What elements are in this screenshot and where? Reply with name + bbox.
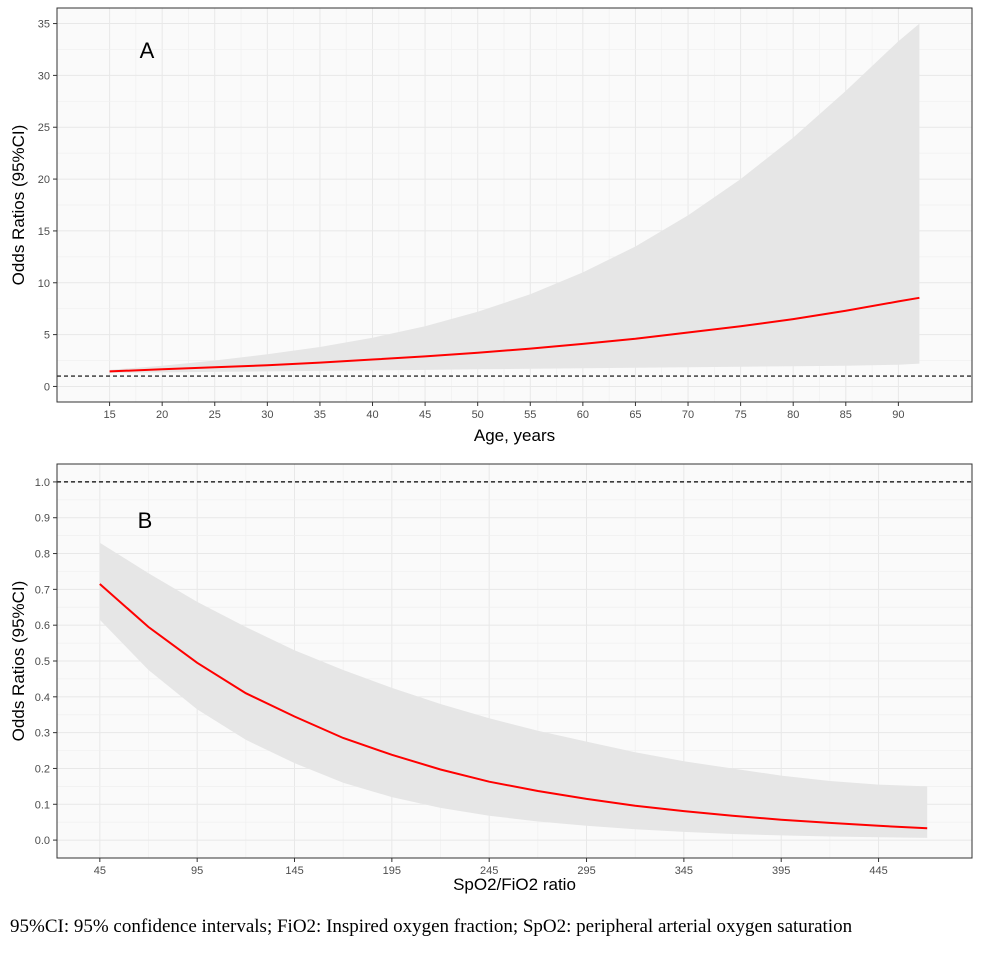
x-tick-label: 80	[787, 409, 799, 421]
confidence-band	[109, 23, 920, 373]
x-tick-label: 15	[103, 409, 115, 421]
y-tick-label: 25	[38, 122, 50, 134]
y-tick-label: 1.0	[35, 477, 50, 489]
x-tick-label: 40	[366, 409, 378, 421]
y-tick-label: 5	[44, 330, 50, 342]
panel-label: B	[138, 508, 153, 533]
y-axis-title: Odds Ratios (95%CI)	[9, 125, 28, 286]
y-tick-label: 10	[38, 278, 50, 290]
x-tick-label: 55	[524, 409, 536, 421]
y-tick-label: 35	[38, 19, 50, 31]
x-tick-label: 195	[383, 865, 401, 877]
x-tick-label: 145	[285, 865, 303, 877]
x-tick-label: 50	[472, 409, 484, 421]
panel-a: 15 20 25 30 35 40 45 50 55 60 65 70 75 80 85 90 0 5 10 15 20…	[9, 7, 973, 445]
y-tick-label: 0.8	[35, 549, 50, 561]
x-axis-title: Age, years	[474, 426, 555, 445]
figure-caption: 95%CI: 95% confidence intervals; FiO2: I…	[10, 916, 853, 937]
x-tick-label: 70	[682, 409, 694, 421]
x-tick-label: 90	[892, 409, 904, 421]
x-tick-label: 20	[156, 409, 168, 421]
x-tick-label: 295	[577, 865, 595, 877]
odds-ratio-line	[99, 583, 928, 830]
y-tick-label: 0.0	[35, 835, 50, 847]
panel-b: 45 95 145 195 245 295 345 395 445 0.0 0.1 0.2 0.3 0.4…	[9, 463, 973, 894]
y-tick-label: 0.1	[35, 799, 50, 811]
y-tick-label: 15	[38, 226, 50, 238]
x-tick-label: 60	[577, 409, 589, 421]
panel-label: A	[140, 38, 155, 63]
y-axis-title: Odds Ratios (95%CI)	[9, 581, 28, 742]
figure: 15 20 25 30 35 40 45 50 55 60 65 70 75 80 85 90 0 5 10 15 20…	[9, 7, 973, 894]
y-tick-label: 0.7	[35, 584, 50, 596]
y-tick-label: 0.6	[35, 620, 50, 632]
y-tick-label: 0.9	[35, 513, 50, 525]
x-tick-label: 345	[675, 865, 693, 877]
x-tick-label: 75	[734, 409, 746, 421]
x-tick-label: 35	[314, 409, 326, 421]
x-tick-label: 45	[94, 865, 106, 877]
y-tick-label: 0.2	[35, 763, 50, 775]
x-tick-label: 30	[261, 409, 273, 421]
x-tick-label: 25	[209, 409, 221, 421]
y-tick-label: 0.4	[35, 692, 50, 704]
y-tick-label: 0	[44, 381, 50, 393]
x-tick-label: 445	[869, 865, 887, 877]
panel-border	[56, 7, 973, 403]
y-tick-label: 30	[38, 70, 50, 82]
y-tick-label: 0.3	[35, 728, 50, 740]
y-tick-label: 0.5	[35, 656, 50, 668]
x-tick-label: 95	[191, 865, 203, 877]
x-axis-title: SpO2/FiO2 ratio	[453, 875, 576, 894]
x-tick-label: 65	[629, 409, 641, 421]
x-tick-label: 395	[772, 865, 790, 877]
x-tick-label: 45	[419, 409, 431, 421]
confidence-band	[99, 542, 928, 838]
x-tick-label: 245	[480, 865, 498, 877]
odds-ratio-line	[109, 296, 920, 373]
x-tick-label: 85	[840, 409, 852, 421]
y-tick-label: 20	[38, 174, 50, 186]
